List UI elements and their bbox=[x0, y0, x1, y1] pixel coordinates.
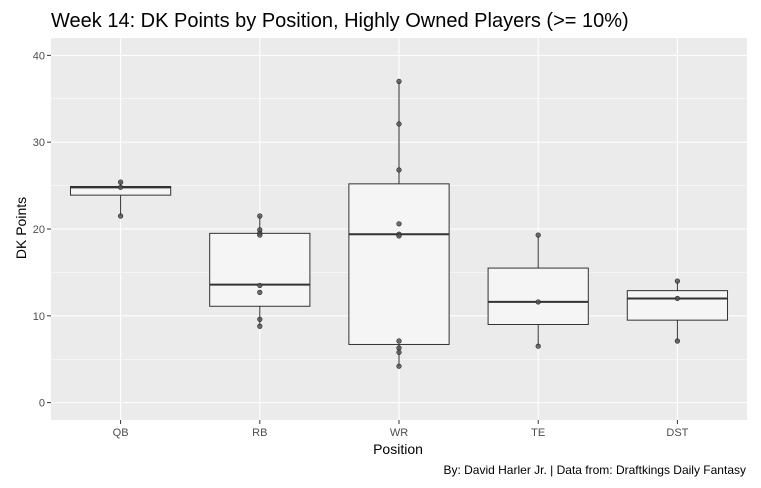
box-layer bbox=[69, 81, 729, 367]
box-iqr bbox=[487, 267, 589, 325]
box-te bbox=[487, 235, 589, 347]
y-tick-label: 20 bbox=[33, 224, 45, 236]
x-tick-label: DST bbox=[666, 427, 688, 439]
y-tick-label: 30 bbox=[33, 137, 45, 149]
box-iqr bbox=[626, 290, 729, 321]
data-point bbox=[257, 316, 263, 322]
data-point bbox=[674, 338, 681, 344]
x-tick-label: WR bbox=[390, 427, 408, 439]
data-point bbox=[674, 278, 681, 284]
y-tick-label: 40 bbox=[33, 50, 45, 62]
point-layer bbox=[117, 78, 681, 369]
data-point bbox=[117, 213, 124, 219]
y-axis: 0 10 20 30 40 bbox=[33, 50, 51, 410]
data-point bbox=[257, 232, 263, 238]
data-point bbox=[396, 121, 402, 127]
x-axis: QB RB WR TE DST bbox=[113, 420, 689, 439]
box-iqr bbox=[348, 183, 450, 345]
x-axis-title: Position bbox=[373, 441, 423, 457]
data-point bbox=[257, 213, 263, 219]
data-point bbox=[396, 233, 402, 239]
data-point bbox=[257, 282, 263, 289]
box-wr bbox=[348, 81, 450, 367]
y-tick-label: 0 bbox=[39, 398, 45, 410]
chart-title: Week 14: DK Points by Position, Highly O… bbox=[51, 10, 629, 32]
data-point bbox=[535, 299, 541, 305]
chart-caption: By: David Harler Jr. | Data from: Draftk… bbox=[443, 463, 746, 477]
data-point bbox=[396, 221, 402, 227]
data-point bbox=[396, 345, 402, 351]
data-point bbox=[257, 323, 263, 329]
data-point bbox=[396, 363, 402, 369]
data-point bbox=[396, 167, 402, 173]
y-tick-label: 10 bbox=[33, 311, 45, 323]
box-iqr bbox=[209, 232, 311, 307]
data-point bbox=[117, 179, 124, 185]
data-point bbox=[396, 338, 402, 344]
data-point bbox=[396, 349, 402, 355]
data-point bbox=[117, 184, 124, 190]
x-tick-label: RB bbox=[252, 427, 267, 439]
x-tick-label: QB bbox=[113, 427, 129, 439]
data-point bbox=[535, 232, 541, 238]
data-point bbox=[396, 78, 402, 85]
data-point bbox=[257, 289, 263, 295]
data-point bbox=[535, 343, 541, 349]
data-point bbox=[674, 295, 681, 302]
x-tick-label: TE bbox=[531, 427, 545, 439]
y-axis-title: DK Points bbox=[13, 197, 29, 259]
